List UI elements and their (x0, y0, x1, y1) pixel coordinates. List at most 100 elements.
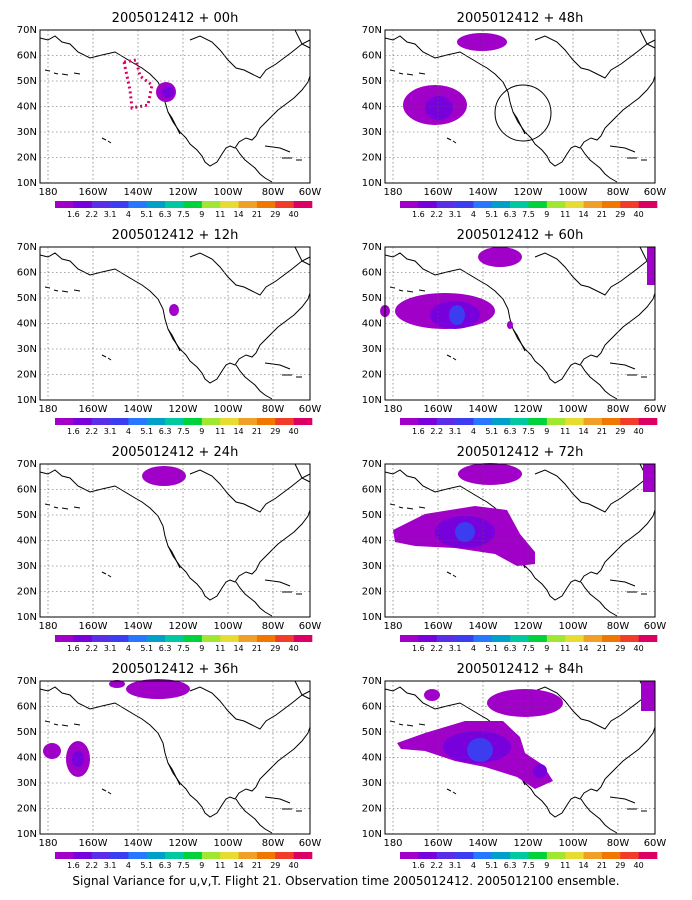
colorbar-label: 2.2 (85, 210, 98, 219)
lon-tick-label: 180 (383, 187, 402, 198)
colorbar-swatch (275, 201, 294, 208)
colorbar-label: 14 (233, 210, 243, 219)
lat-tick-label: 20N (17, 587, 37, 598)
lat-tick-label: 10N (362, 395, 382, 406)
lon-tick-label: 180 (38, 838, 57, 849)
colorbar-swatch (638, 201, 658, 208)
colorbar-label: 7.5 (522, 427, 535, 436)
lon-tick-label: 80W (262, 404, 285, 415)
lat-tick-label: 10N (17, 612, 37, 623)
colorbar-swatch (473, 635, 493, 642)
colorbar-swatch (455, 635, 474, 642)
colorbar-swatch (256, 635, 276, 642)
colorbar-label: 5.1 (140, 210, 153, 219)
colorbar-label: 11 (215, 427, 225, 436)
lat-tick-label: 60N (17, 268, 37, 279)
lat-tick-label: 30N (362, 344, 382, 355)
colorbar-swatch (201, 418, 221, 425)
lat-tick-label: 50N (17, 510, 37, 521)
colorbar-swatch (110, 635, 129, 642)
colorbar-label: 21 (597, 861, 607, 870)
colorbar-label: 14 (578, 427, 588, 436)
colorbar-swatch (473, 201, 493, 208)
lon-tick-label: 140W (469, 404, 498, 415)
colorbar-label: 29 (270, 644, 280, 653)
lat-tick-label: 70N (17, 459, 37, 470)
lon-tick-label: 80W (607, 187, 630, 198)
colorbar-label: 3.1 (104, 644, 117, 653)
colorbar: 1.6 2.2 3.1 4 5.1 6.3 7.5 9 11 14 21 29 40 (400, 201, 658, 219)
colorbar-swatch (491, 418, 511, 425)
colorbar-label: 4 (471, 861, 476, 870)
colorbar-label: 3.1 (104, 861, 117, 870)
map-panel: 2005012412 + 48h (384, 11, 656, 184)
lat-tick-label: 60N (17, 485, 37, 496)
lon-tick-label: 80W (607, 838, 630, 849)
colorbar-swatch (528, 635, 548, 642)
colorbar-swatch (275, 418, 294, 425)
colorbar-swatch (546, 201, 566, 208)
colorbar-swatch (146, 852, 166, 859)
colorbar-swatch (565, 635, 584, 642)
panel-axes: 10N 20N 30N 40N 50N 60N 70N 180 160W 140W 120W 100W… (362, 242, 667, 436)
colorbar-swatch (201, 201, 221, 208)
lon-tick-label: 60W (644, 187, 667, 198)
colorbar-swatch (400, 201, 419, 208)
lon-tick-label: 180 (383, 838, 402, 849)
colorbar-swatch (275, 852, 294, 859)
colorbar-label: 29 (270, 427, 280, 436)
colorbar-swatch (183, 852, 203, 859)
colorbar-swatch (91, 635, 111, 642)
colorbar-swatch (146, 418, 166, 425)
map-panel: 2005012412 + 72h (384, 445, 656, 618)
lat-tick-label: 70N (17, 25, 37, 36)
colorbar-swatch (55, 201, 74, 208)
colorbar-swatch (128, 852, 148, 859)
colorbar-swatch (491, 852, 511, 859)
lat-tick-label: 30N (362, 561, 382, 572)
lat-tick-label: 10N (17, 395, 37, 406)
colorbar-swatch (165, 418, 184, 425)
colorbar-label: 6.3 (159, 644, 172, 653)
colorbar-swatch (165, 852, 184, 859)
lat-tick-label: 30N (362, 778, 382, 789)
colorbar-swatch (620, 852, 639, 859)
lat-tick-label: 70N (362, 676, 382, 687)
colorbar-label: 29 (270, 861, 280, 870)
colorbar-swatch (128, 201, 148, 208)
colorbar-swatch (455, 418, 474, 425)
colorbar-label: 21 (597, 210, 607, 219)
colorbar-label: 1.6 (67, 427, 80, 436)
lat-tick-label: 70N (17, 676, 37, 687)
colorbar-label: 6.3 (159, 427, 172, 436)
lon-tick-label: 120W (514, 404, 543, 415)
lon-tick-label: 160W (424, 838, 453, 849)
lat-tick-label: 20N (362, 370, 382, 381)
colorbar-label: 40 (634, 861, 644, 870)
colorbar-swatch (418, 418, 438, 425)
lat-tick-label: 40N (362, 536, 382, 547)
lon-tick-label: 140W (124, 838, 153, 849)
lon-tick-label: 160W (424, 621, 453, 632)
colorbar-label: 5.1 (485, 644, 498, 653)
colorbar-swatch (165, 201, 184, 208)
colorbar-swatch (293, 635, 313, 642)
colorbar-label: 11 (560, 644, 570, 653)
colorbar-label: 29 (615, 427, 625, 436)
lat-tick-label: 20N (17, 370, 37, 381)
lat-tick-label: 20N (362, 587, 382, 598)
lon-tick-label: 140W (469, 187, 498, 198)
colorbar-label: 7.5 (522, 210, 535, 219)
lat-tick-label: 30N (17, 127, 37, 138)
colorbar-swatch (73, 201, 93, 208)
colorbar-label: 9 (544, 427, 549, 436)
lon-tick-label: 100W (214, 404, 243, 415)
colorbar-swatch (183, 635, 203, 642)
colorbar-label: 5.1 (140, 644, 153, 653)
colorbar: 1.6 2.2 3.1 4 5.1 6.3 7.5 9 11 14 21 29 40 (400, 635, 658, 653)
colorbar-label: 3.1 (449, 644, 462, 653)
colorbar-label: 14 (578, 644, 588, 653)
lon-tick-label: 60W (299, 187, 322, 198)
colorbar-label: 40 (289, 427, 299, 436)
